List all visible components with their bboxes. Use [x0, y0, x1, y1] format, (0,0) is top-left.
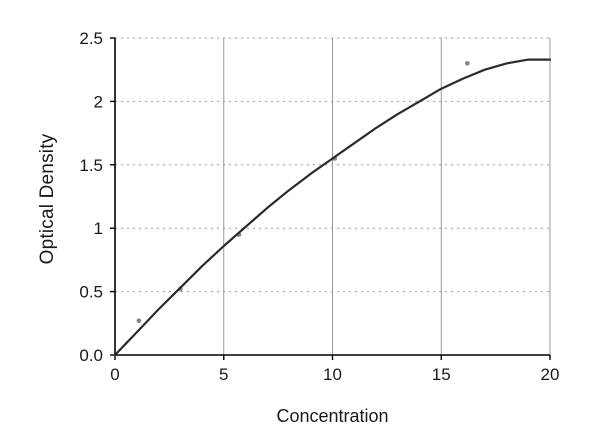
x-tick-label: 20 — [541, 365, 560, 384]
y-tick-label: 1 — [94, 219, 103, 238]
x-axis-title: Concentration — [276, 406, 389, 426]
data-point-marker — [136, 318, 142, 324]
x-tick-label: 15 — [432, 365, 451, 384]
fit-curve — [113, 58, 552, 357]
y-tick-label: 0.0 — [79, 346, 103, 365]
y-axis-title: Optical Density — [37, 133, 58, 265]
x-tick-label: 0 — [110, 365, 119, 384]
y-tick-label: 1.5 — [79, 156, 103, 175]
data-point-marker — [464, 60, 470, 66]
x-tick-label: 10 — [323, 365, 342, 384]
y-tick-label: 2.5 — [79, 29, 103, 48]
y-tick-label: 2 — [94, 92, 103, 111]
x-tick-label: 5 — [219, 365, 228, 384]
y-tick-label: 0.5 — [79, 283, 103, 302]
